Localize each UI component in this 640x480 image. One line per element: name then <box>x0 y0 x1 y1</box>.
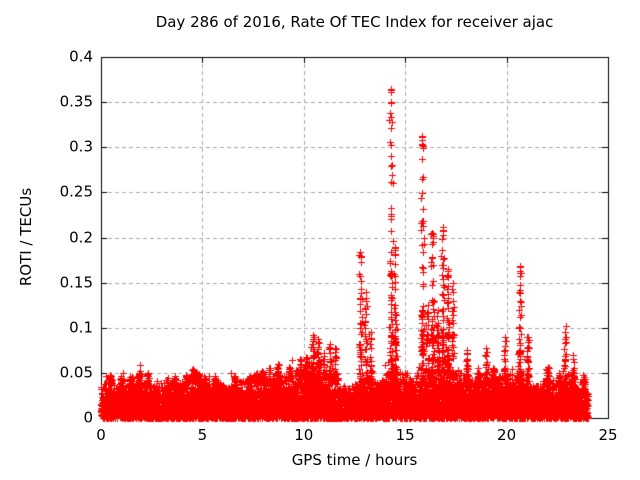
y-tick-label: 0.25 <box>59 183 93 202</box>
y-tick-label: 0.3 <box>69 137 93 156</box>
x-tick-label: 15 <box>395 426 415 444</box>
y-tick-label: 0.2 <box>69 228 93 247</box>
x-tick-label: 0 <box>96 426 106 444</box>
x-tick-label: 20 <box>497 426 517 444</box>
x-axis-label: GPS time / hours <box>291 451 418 469</box>
y-tick-label: 0.15 <box>59 273 93 292</box>
y-axis-label: ROTI / TECUs <box>17 187 35 287</box>
y-tick-label: 0.1 <box>69 318 93 337</box>
y-tick-label: 0.05 <box>59 363 93 382</box>
x-tick-label: 5 <box>197 426 208 444</box>
chart-title: Day 286 of 2016, Rate Of TEC Index for r… <box>155 13 554 31</box>
y-tick-label: 0.4 <box>69 47 93 66</box>
x-tick-label: 10 <box>294 426 314 444</box>
x-tick-label: 25 <box>598 426 618 444</box>
y-tick-label: 0 <box>83 408 93 427</box>
y-tick-label: 0.35 <box>59 92 93 111</box>
